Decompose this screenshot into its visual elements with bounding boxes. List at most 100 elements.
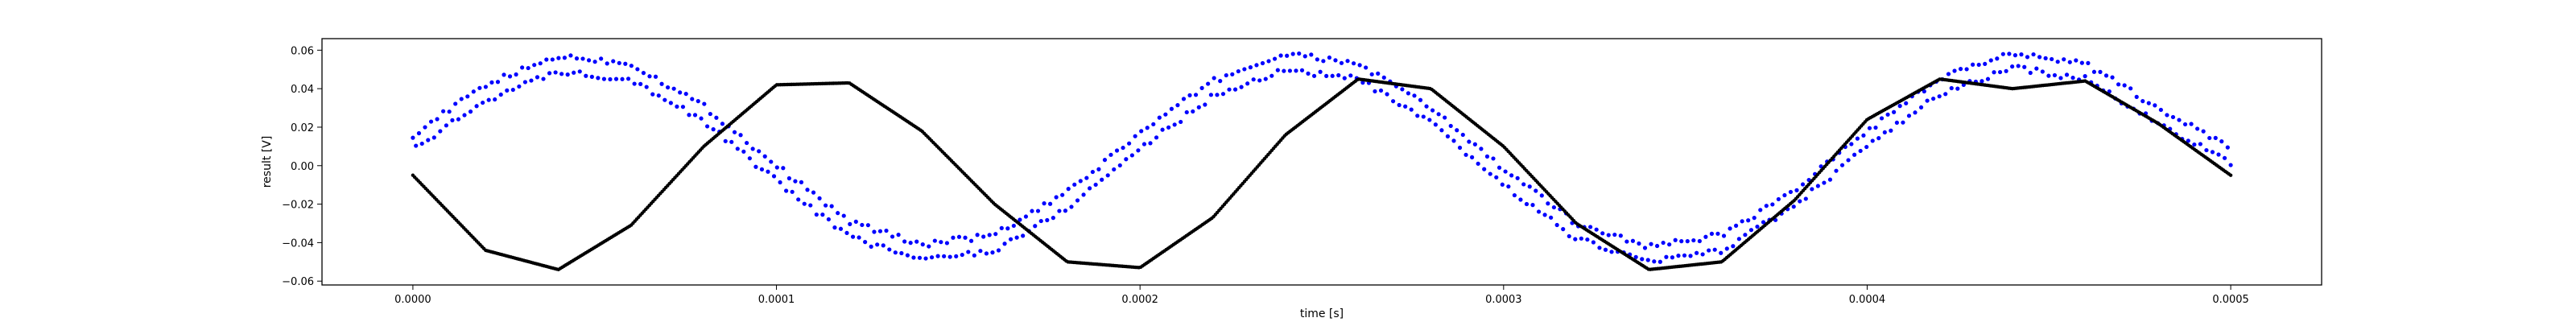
data-point [690,97,695,101]
data-point [793,179,798,184]
data-point [841,213,846,218]
data-point [1740,219,1744,224]
data-point [1227,87,1232,92]
data-point [1232,87,1238,92]
data-point [1078,179,1083,184]
data-point [1230,72,1235,76]
data-point [1421,114,1426,119]
data-point [1488,171,1492,176]
data-point [1451,138,1456,143]
data-point [447,109,452,114]
data-point [1148,141,1153,146]
data-point [538,61,543,66]
data-point [1187,93,1192,97]
data-point [623,61,628,66]
data-point [1196,105,1201,109]
data-point [1861,133,1866,138]
data-point [1199,85,1204,90]
data-point [993,232,998,237]
data-point [757,149,762,154]
data-point [1287,68,1293,73]
data-point [1885,112,1890,117]
data-point [2019,52,2024,57]
data-point [1618,233,1623,238]
data-point [1791,204,1796,209]
data-point [790,189,795,194]
data-point [1983,61,1988,67]
data-point [1315,57,1319,62]
data-point [857,235,861,240]
data-point [611,59,616,64]
data-point [431,135,436,140]
data-point [514,72,518,77]
data-point [471,89,476,94]
data-point [836,211,840,216]
data-point [428,119,434,124]
data-point [1242,67,1247,72]
data-point [1849,142,1854,147]
data-point [774,165,779,170]
data-point [1879,116,1885,121]
data-point [784,188,789,193]
data-point [935,254,940,258]
data-point [826,217,831,222]
x-axis-label: time [s] [1300,308,1344,320]
y-tick-label: 0.00 [291,161,314,173]
data-point [963,235,968,240]
data-point [1236,68,1241,74]
data-point [968,238,974,243]
data-point [917,255,923,260]
data-point [1573,237,1578,242]
data-point [1203,102,1208,107]
data-point [1761,220,1766,225]
data-point [1348,73,1353,78]
data-point [1385,92,1389,97]
data-point [1873,125,1878,130]
data-point [905,253,910,258]
data-point [908,241,913,246]
data-point [414,143,419,148]
data-point [887,247,892,252]
data-point [1712,247,1717,252]
data-point [1834,168,1839,173]
data-point [1721,233,1727,238]
data-point [956,234,962,239]
data-point [1272,56,1278,61]
data-point [802,201,807,206]
data-point [486,97,491,102]
data-point [1673,237,1678,242]
data-point [665,85,671,90]
x-tick-label: 0.0005 [2212,294,2249,306]
data-point [1248,65,1253,70]
data-point [999,225,1004,230]
data-point [687,113,691,118]
data-point [1958,67,1963,72]
data-point [541,76,546,81]
data-point [1688,254,1693,258]
data-point [1925,98,1930,103]
data-point [2052,72,2058,78]
data-point [465,94,470,99]
data-point [2213,135,2218,140]
data-point [753,164,758,169]
data-point [641,71,646,76]
data-point [863,240,868,245]
data-point [699,116,704,121]
data-point [668,101,673,105]
data-point [1239,85,1244,89]
data-point [1731,244,1736,249]
data-point [1542,213,1547,217]
data-point [1154,135,1159,140]
data-point [2062,57,2066,62]
data-point [632,81,637,86]
data-point [1676,254,1681,258]
data-point [1810,187,1814,192]
data-point [2134,94,2139,99]
data-point [1127,141,1132,146]
data-point [565,72,570,77]
data-point [1021,233,1026,238]
data-point [510,87,515,93]
data-point [1141,142,1147,147]
data-point [1554,222,1559,228]
